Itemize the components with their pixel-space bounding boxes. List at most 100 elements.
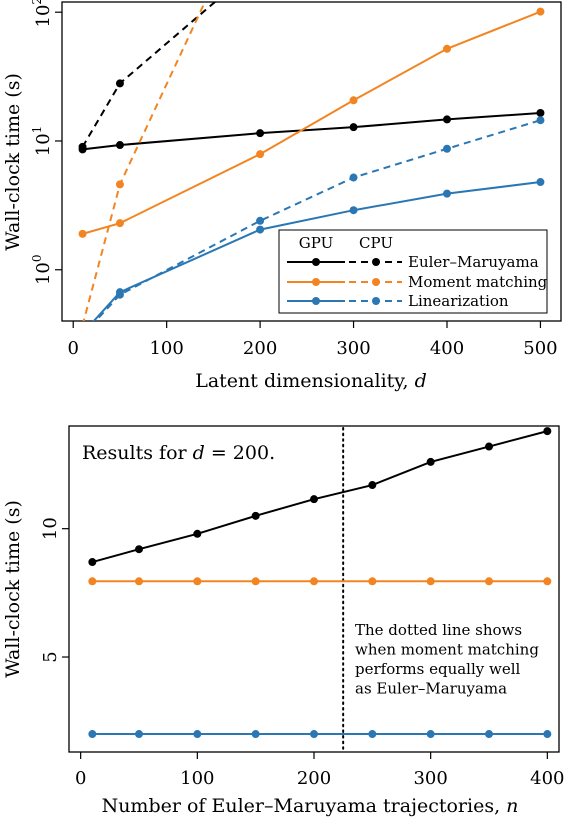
y-tick-exp-top-2: 2 <box>30 0 44 5</box>
x-axis-label-bottom-var: n <box>506 795 518 817</box>
legend-label-euler-maruyama: Euler–Maruyama <box>408 253 539 271</box>
point-linearization-gpu-500 <box>536 178 545 187</box>
point-bottom-moment-matching-150 <box>251 577 260 586</box>
point-bottom-linearization-10 <box>88 730 97 739</box>
x-tick-label-top-300: 300 <box>336 338 370 359</box>
point-bottom-moment-matching-10 <box>88 577 97 586</box>
results-annotation-value: = 200. <box>205 442 275 464</box>
legend-marker-cpu-moment-matching <box>372 278 380 286</box>
annotation-line-0: The dotted line shows <box>355 621 522 639</box>
y-tick-label-bottom-5: 5 <box>40 651 61 662</box>
point-bottom-euler-maruyama-50 <box>135 545 143 554</box>
y-tick-base-top-2: 10 <box>33 5 54 28</box>
y-tick-base-top-0: 10 <box>33 262 54 285</box>
point-bottom-linearization-50 <box>135 730 143 739</box>
results-annotation-prefix: Results for <box>82 442 193 464</box>
x-axis-label-bottom: Number of Euler–Maruyama trajectories, n <box>102 795 519 817</box>
point-bottom-linearization-400 <box>543 730 552 739</box>
point-bottom-linearization-150 <box>251 730 260 739</box>
point-moment-matching-gpu-500 <box>536 7 545 16</box>
point-bottom-moment-matching-300 <box>426 577 435 586</box>
point-bottom-moment-matching-50 <box>135 577 143 586</box>
x-axis-label-bottom-text: Number of Euler–Maruyama trajectories, <box>102 795 507 817</box>
series-line-linearization-cpu <box>94 119 541 321</box>
x-tick-label-top-200: 200 <box>243 338 277 359</box>
point-euler-maruyama-gpu-500 <box>536 108 545 117</box>
point-moment-matching-gpu-300 <box>349 96 358 105</box>
point-bottom-moment-matching-200 <box>310 577 318 586</box>
point-euler-maruyama-gpu-200 <box>256 129 265 138</box>
legend-header-gpu: GPU <box>299 234 333 252</box>
legend: GPU CPU Euler–Maruyama Moment matchingLin… <box>278 229 548 314</box>
point-moment-matching-gpu-200 <box>256 150 265 159</box>
legend-label-moment-matching: Moment matching <box>408 273 548 291</box>
series-line-euler-maruyama-gpu <box>82 111 541 151</box>
x-tick-label-bottom-100: 100 <box>180 768 214 789</box>
point-linearization-cpu-500 <box>536 116 545 125</box>
y-axis-label-top: Wall-clock time (s) <box>2 73 24 251</box>
point-moment-matching-gpu-400 <box>442 44 451 53</box>
x-tick-label-top-100: 100 <box>149 338 183 359</box>
point-moment-matching-gpu-10 <box>78 229 87 238</box>
point-linearization-cpu-300 <box>349 173 358 182</box>
point-linearization-cpu-50 <box>115 290 124 299</box>
annotation-line-3: as Euler–Maruyama <box>355 680 507 698</box>
point-euler-maruyama-gpu-400 <box>442 115 451 124</box>
y-tick-label-top-0: 100 <box>30 254 54 285</box>
panel-trajectories: 0 100 200 300 400 5 10 Results for d = 200. Th… <box>2 425 565 817</box>
point-bottom-moment-matching-250 <box>368 577 377 586</box>
point-bottom-euler-maruyama-300 <box>426 457 435 466</box>
plot-frame-top <box>61 1 562 322</box>
legend-label-linearization: Linearization <box>408 292 509 310</box>
point-bottom-linearization-300 <box>426 730 435 739</box>
point-bottom-linearization-350 <box>485 730 493 739</box>
point-linearization-gpu-400 <box>442 189 451 198</box>
point-linearization-cpu-10 <box>79 331 87 339</box>
y-tick-label-bottom-10: 10 <box>40 517 61 540</box>
annotation-line-1: when moment matching <box>355 641 539 659</box>
x-tick-label-top-0: 0 <box>67 338 78 359</box>
point-bottom-linearization-100 <box>193 730 202 739</box>
legend-marker-gpu-moment-matching <box>312 278 320 286</box>
point-bottom-linearization-200 <box>310 730 318 739</box>
x-tick-label-top-400: 400 <box>430 338 464 359</box>
y-tick-base-top-1: 10 <box>33 133 54 156</box>
point-linearization-cpu-400 <box>442 144 451 153</box>
legend-marker-gpu-linearization <box>312 297 320 305</box>
point-moment-matching-cpu-50 <box>115 180 124 189</box>
point-linearization-gpu-200 <box>256 225 265 234</box>
point-bottom-moment-matching-400 <box>543 577 552 586</box>
y-tick-exp-top-1: 1 <box>30 126 44 134</box>
results-annotation-var: d <box>193 442 205 464</box>
series-line-moment-matching-gpu <box>82 10 541 235</box>
point-bottom-euler-maruyama-400 <box>543 427 552 436</box>
x-tick-label-top-500: 500 <box>523 338 557 359</box>
y-tick-label-top-2: 102 <box>30 0 54 27</box>
results-annotation-title: Results for d = 200. <box>82 442 275 464</box>
point-linearization-gpu-10 <box>79 329 87 337</box>
point-bottom-euler-maruyama-200 <box>310 495 318 504</box>
point-moment-matching-gpu-50 <box>115 219 124 228</box>
point-bottom-moment-matching-100 <box>193 577 202 586</box>
series-line-linearization-gpu <box>92 181 541 321</box>
series-line-moment-matching-cpu <box>82 2 206 321</box>
x-tick-label-bottom-200: 200 <box>297 768 331 789</box>
point-bottom-euler-maruyama-150 <box>251 511 260 520</box>
x-tick-label-bottom-400: 400 <box>530 768 564 789</box>
x-axis-label-top-var: d <box>415 370 427 392</box>
point-bottom-euler-maruyama-350 <box>485 442 493 451</box>
legend-box <box>278 229 548 314</box>
annotation-line-2: performs equally well <box>355 660 521 678</box>
x-axis-label-top: Latent dimensionality, d <box>195 370 427 392</box>
point-euler-maruyama-cpu-50 <box>115 79 124 88</box>
x-tick-label-bottom-0: 0 <box>75 768 86 789</box>
legend-marker-cpu-euler-maruyama <box>372 258 380 266</box>
point-linearization-cpu-200 <box>256 216 265 225</box>
x-axis-label-top-text: Latent dimensionality, <box>195 370 414 392</box>
point-bottom-moment-matching-350 <box>485 577 493 586</box>
legend-marker-cpu-linearization <box>372 297 380 305</box>
legend-header-cpu: CPU <box>359 234 393 252</box>
point-bottom-linearization-250 <box>368 730 377 739</box>
